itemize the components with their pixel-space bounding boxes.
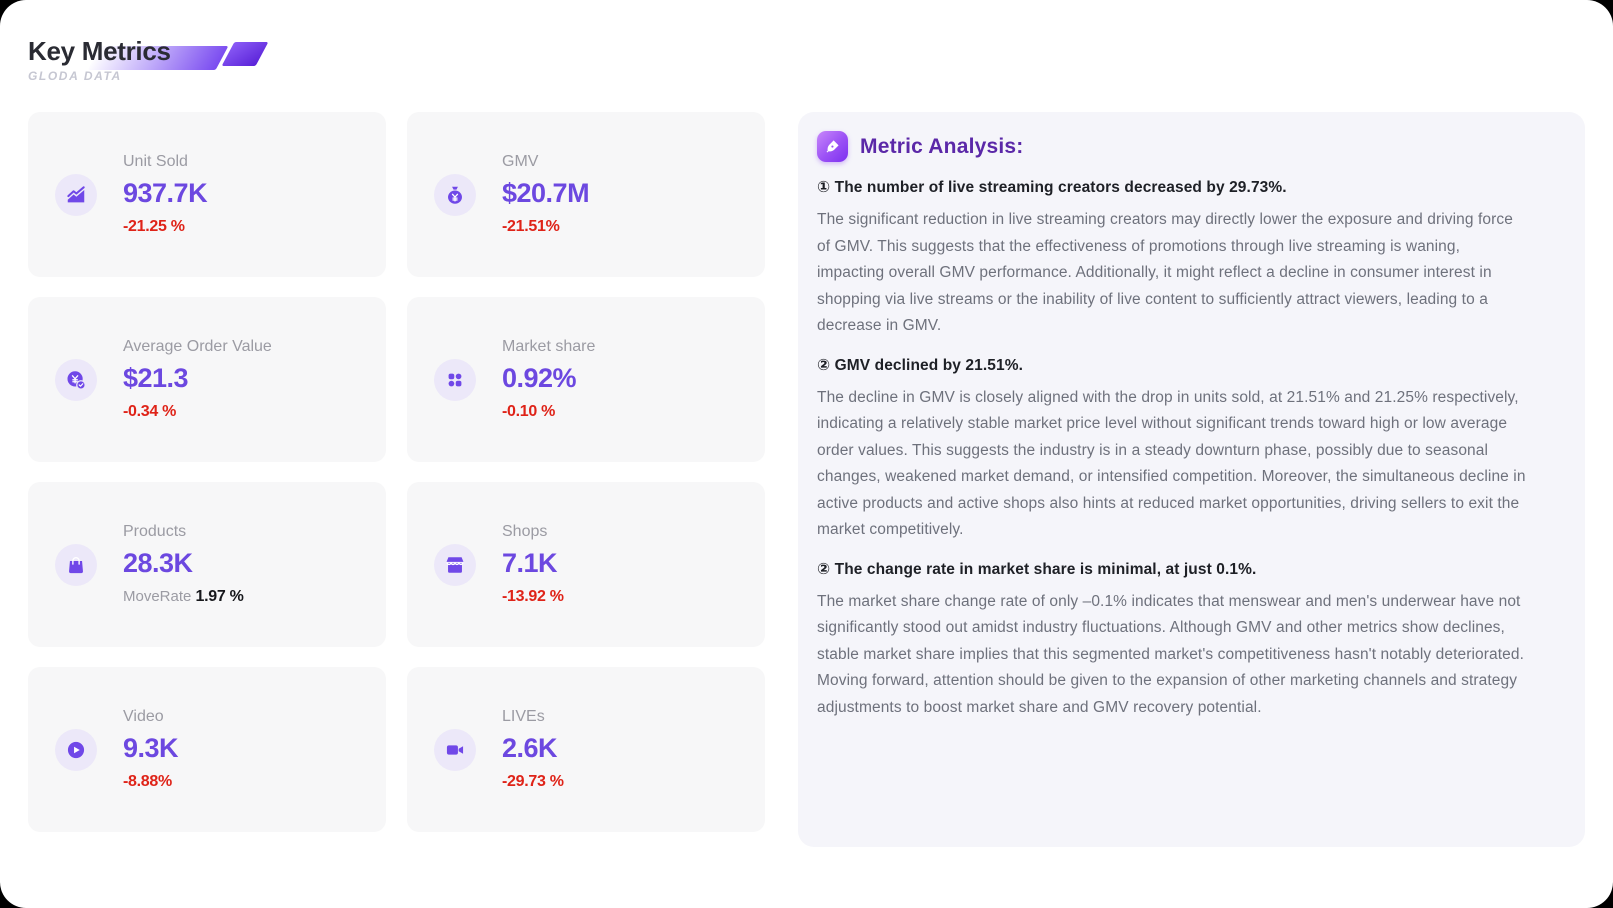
metrics-grid: Unit Sold 937.7K -21.25 % GMV $20.7M	[28, 112, 765, 847]
title-wrap: Key Metrics GLODA DATA	[28, 36, 348, 83]
storefront-icon	[434, 543, 476, 586]
analysis-body: The decline in GMV is closely aligned wi…	[817, 388, 1526, 539]
money-bag-icon	[434, 173, 476, 216]
analysis-heading: ① The number of live streaming creators …	[817, 179, 1287, 196]
analysis-body: The significant reduction in live stream…	[817, 211, 1513, 334]
metric-delta: -8.88%	[123, 773, 172, 790]
metric-delta: -29.73 %	[502, 773, 564, 790]
metric-value: 937.7K	[123, 178, 208, 208]
metric-delta: -0.10 %	[502, 403, 556, 420]
analysis-body: The market share change rate of only –0.…	[817, 592, 1524, 716]
page-header: Key Metrics GLODA DATA	[0, 0, 1613, 104]
page-title: Key Metrics	[28, 36, 171, 66]
coin-check-icon	[55, 358, 97, 401]
metric-label: GMV	[502, 153, 539, 170]
metric-label: Shops	[502, 523, 548, 540]
card-text: Shops 7.1K -13.92 %	[502, 523, 564, 606]
metric-card-video: Video 9.3K -8.88%	[28, 667, 386, 832]
metric-card-market-share: Market share 0.92% -0.10 %	[407, 297, 765, 462]
analysis-title: Metric Analysis:	[860, 134, 1024, 158]
moverate-label: MoveRate	[123, 588, 196, 605]
card-text: GMV $20.7M -21.51%	[502, 153, 590, 236]
metric-delta: -0.34 %	[123, 403, 177, 420]
play-circle-icon	[55, 728, 97, 771]
metric-value: $21.3	[123, 363, 189, 393]
card-text: Video 9.3K -8.88%	[123, 708, 179, 791]
card-text: Market share 0.92% -0.10 %	[502, 338, 595, 421]
metric-card-average-order-value: Average Order Value $21.3 -0.34 %	[28, 297, 386, 462]
metric-delta: -21.25 %	[123, 218, 185, 235]
analysis-heading: ② GMV declined by 21.51%.	[817, 356, 1023, 374]
metric-card-unit-sold: Unit Sold 937.7K -21.25 %	[28, 112, 386, 277]
grid-dots-icon	[434, 358, 476, 401]
metric-delta: -13.92 %	[502, 588, 564, 605]
card-text: LIVEs 2.6K -29.73 %	[502, 708, 564, 791]
pen-icon	[817, 131, 848, 162]
metric-value: $20.7M	[502, 178, 590, 208]
analysis-heading: ② The change rate in market share is min…	[817, 560, 1257, 578]
shopping-bag-icon	[55, 543, 97, 586]
metric-label: Average Order Value	[123, 338, 272, 355]
analysis-section-market-share: ② The change rate in market share is min…	[817, 560, 1561, 722]
metric-card-lives: LIVEs 2.6K -29.73 %	[407, 667, 765, 832]
main-content: Unit Sold 937.7K -21.25 % GMV $20.7M	[0, 104, 1613, 847]
card-text: Average Order Value $21.3 -0.34 %	[123, 338, 272, 421]
analysis-section-live-creators: ① The number of live streaming creators …	[817, 178, 1561, 340]
analysis-section-gmv-decline: ② GMV declined by 21.51%. The decline in…	[817, 356, 1561, 544]
metric-label: Video	[123, 708, 164, 725]
metric-analysis-panel: Metric Analysis: ① The number of live st…	[798, 112, 1585, 847]
metric-value: 28.3K	[123, 548, 193, 578]
metric-card-shops: Shops 7.1K -13.92 %	[407, 482, 765, 647]
moverate-value: 1.97 %	[195, 588, 244, 605]
page-subtitle-brand: GLODA DATA	[28, 69, 122, 83]
metric-label: Unit Sold	[123, 153, 188, 170]
metric-label: LIVEs	[502, 708, 545, 725]
metric-delta: -21.51%	[502, 218, 560, 235]
metric-value: 7.1K	[502, 548, 558, 578]
metric-label: Products	[123, 523, 187, 540]
metric-value: 2.6K	[502, 733, 558, 763]
video-camera-icon	[434, 728, 476, 771]
metric-moverate: MoveRate 1.97 %	[123, 588, 244, 606]
metric-value: 9.3K	[123, 733, 179, 763]
metric-label: Market share	[502, 338, 596, 355]
trend-chart-icon	[55, 173, 97, 216]
card-text: Products 28.3K MoveRate 1.97 %	[123, 523, 244, 606]
metric-card-gmv: GMV $20.7M -21.51%	[407, 112, 765, 277]
card-text: Unit Sold 937.7K -21.25 %	[123, 153, 208, 236]
metric-value: 0.92%	[502, 363, 577, 393]
metric-card-products: Products 28.3K MoveRate 1.97 %	[28, 482, 386, 647]
analysis-header: Metric Analysis:	[817, 131, 1561, 162]
